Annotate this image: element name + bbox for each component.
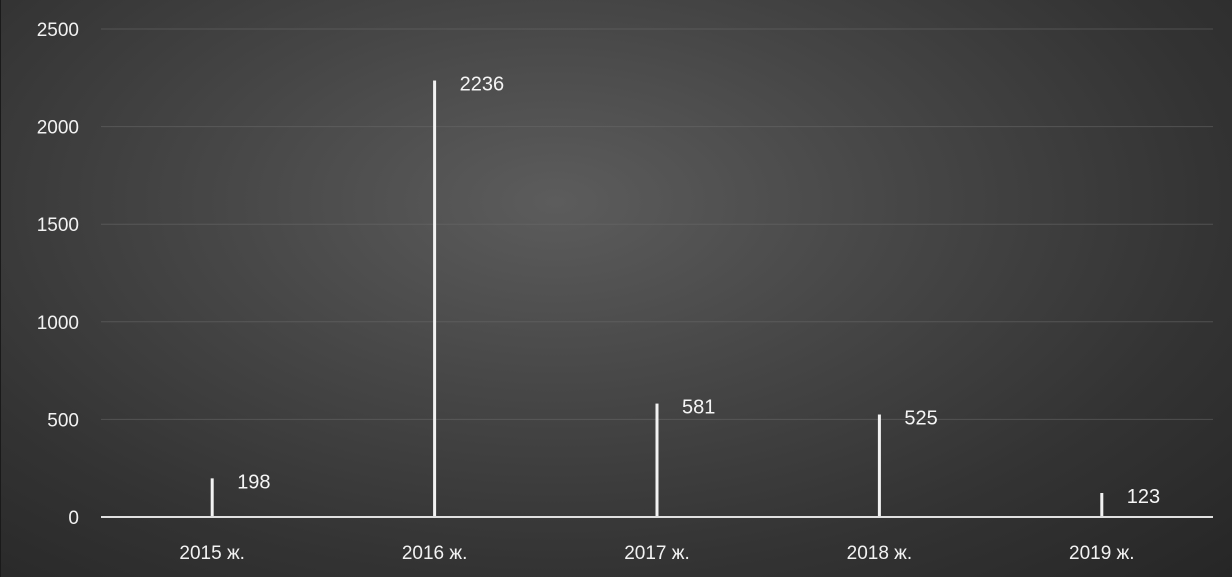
y-tick-label: 1500: [37, 215, 79, 236]
y-tick-label: 1000: [37, 313, 79, 334]
x-category-label: 2015 ж.: [179, 543, 245, 564]
data-label: 198: [237, 471, 270, 493]
x-category-label: 2019 ж.: [1069, 543, 1135, 564]
data-label: 2236: [460, 74, 505, 96]
x-category-label: 2018 ж.: [847, 543, 913, 564]
bar: [877, 414, 881, 517]
y-axis-ticks: 0 500 1000 1500 2000 2500: [37, 20, 79, 529]
x-axis-categories: 2015 ж. 2016 ж. 2017 ж. 2018 ж. 2019 ж.: [179, 543, 1134, 564]
data-label: 581: [682, 397, 715, 419]
bar: [210, 478, 214, 517]
bar: [655, 403, 659, 517]
y-tick-label: 2000: [37, 118, 79, 139]
bar: [433, 80, 437, 517]
y-tick-label: 500: [47, 410, 79, 431]
grid-layer: [101, 28, 1213, 420]
bars: [210, 80, 1104, 517]
data-label: 525: [904, 408, 937, 430]
bar: [1100, 492, 1104, 517]
data-labels: 198 2236 581 525 123: [237, 74, 1160, 508]
x-category-label: 2017 ж.: [624, 543, 690, 564]
y-tick-label: 0: [68, 508, 79, 529]
x-category-label: 2016 ж.: [402, 543, 468, 564]
data-label: 123: [1127, 486, 1160, 508]
y-tick-label: 2500: [37, 20, 79, 41]
